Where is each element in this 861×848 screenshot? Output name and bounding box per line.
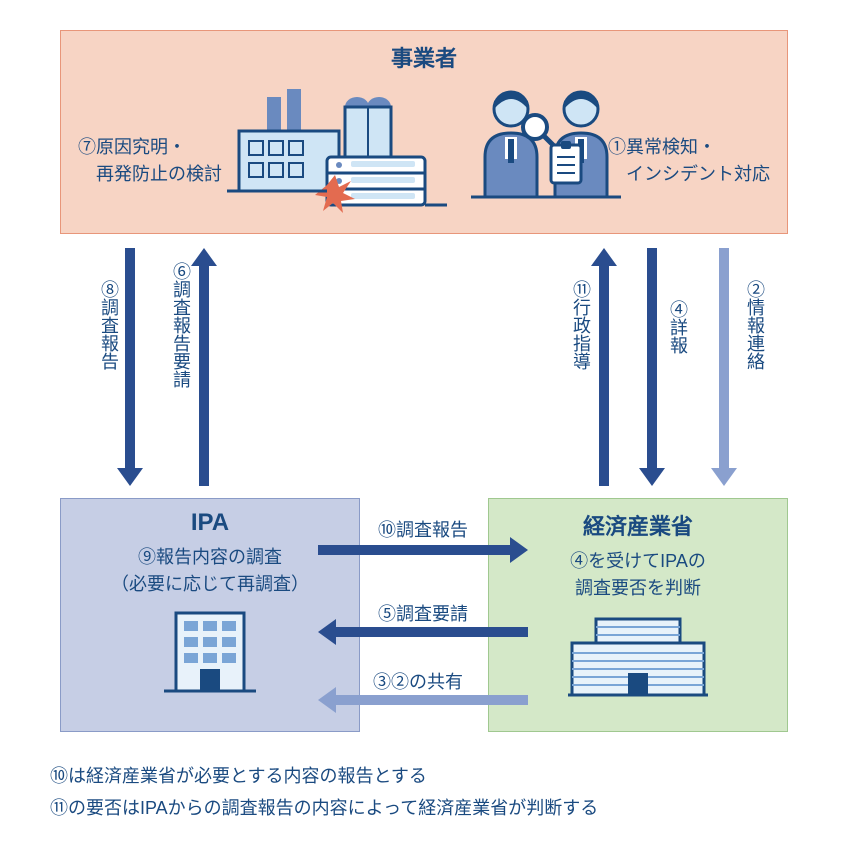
label-a4: ④詳報 (665, 300, 691, 354)
label-a10: ⑩調査報告 (378, 516, 468, 542)
footnote-2: ⑪の要否はIPAからの調査報告の内容によって経済産業省が判断する (50, 794, 598, 820)
label-a6: ⑥調査報告要請 (168, 262, 194, 388)
people-icon (471, 79, 621, 214)
label-a3: ③②の共有 (373, 668, 463, 694)
ipa-node: IPA ⑨報告内容の調査 （必要に応じて再調査） (60, 498, 360, 732)
meti-node: 経済産業省 ④を受けてIPAの 調査要否を判断 (488, 498, 788, 732)
business-node: 事業者 (60, 30, 788, 234)
label-a8: ⑧調査報告 (96, 280, 122, 370)
meti-line1: ④を受けてIPAの (570, 549, 706, 574)
building-icon-meti (568, 611, 708, 701)
footnote-1: ⑩は経済産業省が必要とする内容の報告とする (50, 762, 427, 788)
meti-line2: 調査要否を判断 (575, 576, 701, 601)
building-icon-ipa (160, 607, 260, 697)
label-a5: ⑤調査要請 (378, 600, 468, 626)
label-a2: ②情報連絡 (742, 280, 768, 370)
ipa-title: IPA (191, 509, 229, 537)
ipa-line1: ⑨報告内容の調査 (138, 545, 282, 570)
business-title: 事業者 (391, 41, 457, 73)
ipa-line2: （必要に応じて再調査） (111, 572, 309, 597)
business-right-label: ①異常検知・ インシデント対応 (608, 134, 770, 188)
factory-icon (227, 79, 447, 214)
label-a11: ⑪行政指導 (568, 280, 594, 370)
meti-title: 経済産業省 (583, 509, 693, 541)
business-left-label: ⑦原因究明・ 再発防止の検討 (78, 134, 222, 188)
